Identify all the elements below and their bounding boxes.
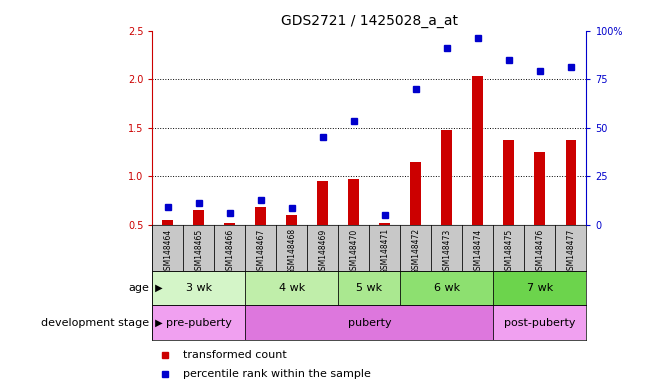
Text: transformed count: transformed count xyxy=(183,350,286,360)
Text: GSM148468: GSM148468 xyxy=(287,228,296,275)
Text: GSM148472: GSM148472 xyxy=(411,228,421,275)
Bar xyxy=(380,223,390,225)
Text: 3 wk: 3 wk xyxy=(186,283,212,293)
Text: GSM148470: GSM148470 xyxy=(349,228,358,275)
Text: 4 wk: 4 wk xyxy=(279,283,305,293)
Bar xyxy=(472,76,483,225)
Bar xyxy=(566,140,576,225)
Text: GSM148477: GSM148477 xyxy=(566,228,575,275)
Bar xyxy=(224,223,235,225)
Bar xyxy=(493,271,586,305)
Bar xyxy=(193,210,204,225)
Text: GSM148471: GSM148471 xyxy=(380,228,389,275)
Bar xyxy=(400,271,493,305)
Bar xyxy=(503,140,515,225)
Bar xyxy=(493,305,586,340)
Bar xyxy=(349,179,359,225)
Text: development stage: development stage xyxy=(41,318,149,328)
Text: GSM148467: GSM148467 xyxy=(257,228,265,275)
Text: GSM148475: GSM148475 xyxy=(504,228,513,275)
Bar xyxy=(535,152,546,225)
Bar xyxy=(246,305,493,340)
Text: GSM148469: GSM148469 xyxy=(318,228,327,275)
Text: pre-puberty: pre-puberty xyxy=(166,318,232,328)
Text: GSM148473: GSM148473 xyxy=(443,228,452,275)
Bar xyxy=(255,207,266,225)
Bar xyxy=(286,215,297,225)
Bar xyxy=(338,271,400,305)
Bar xyxy=(410,162,421,225)
Bar xyxy=(163,220,173,225)
Text: 6 wk: 6 wk xyxy=(434,283,460,293)
Text: GSM148464: GSM148464 xyxy=(163,228,172,275)
Text: GSM148465: GSM148465 xyxy=(194,228,203,275)
Text: percentile rank within the sample: percentile rank within the sample xyxy=(183,369,371,379)
Text: age: age xyxy=(128,283,149,293)
Text: GSM148476: GSM148476 xyxy=(535,228,544,275)
Bar xyxy=(441,130,452,225)
Text: post-puberty: post-puberty xyxy=(504,318,575,328)
Text: ▶: ▶ xyxy=(152,283,162,293)
Bar xyxy=(152,305,246,340)
Text: 5 wk: 5 wk xyxy=(356,283,382,293)
Text: GSM148474: GSM148474 xyxy=(474,228,482,275)
Text: 7 wk: 7 wk xyxy=(527,283,553,293)
Bar xyxy=(246,271,338,305)
Text: puberty: puberty xyxy=(347,318,391,328)
Text: GSM148466: GSM148466 xyxy=(226,228,235,275)
Title: GDS2721 / 1425028_a_at: GDS2721 / 1425028_a_at xyxy=(281,14,458,28)
Text: ▶: ▶ xyxy=(152,318,162,328)
Bar xyxy=(318,181,329,225)
Bar xyxy=(152,271,246,305)
